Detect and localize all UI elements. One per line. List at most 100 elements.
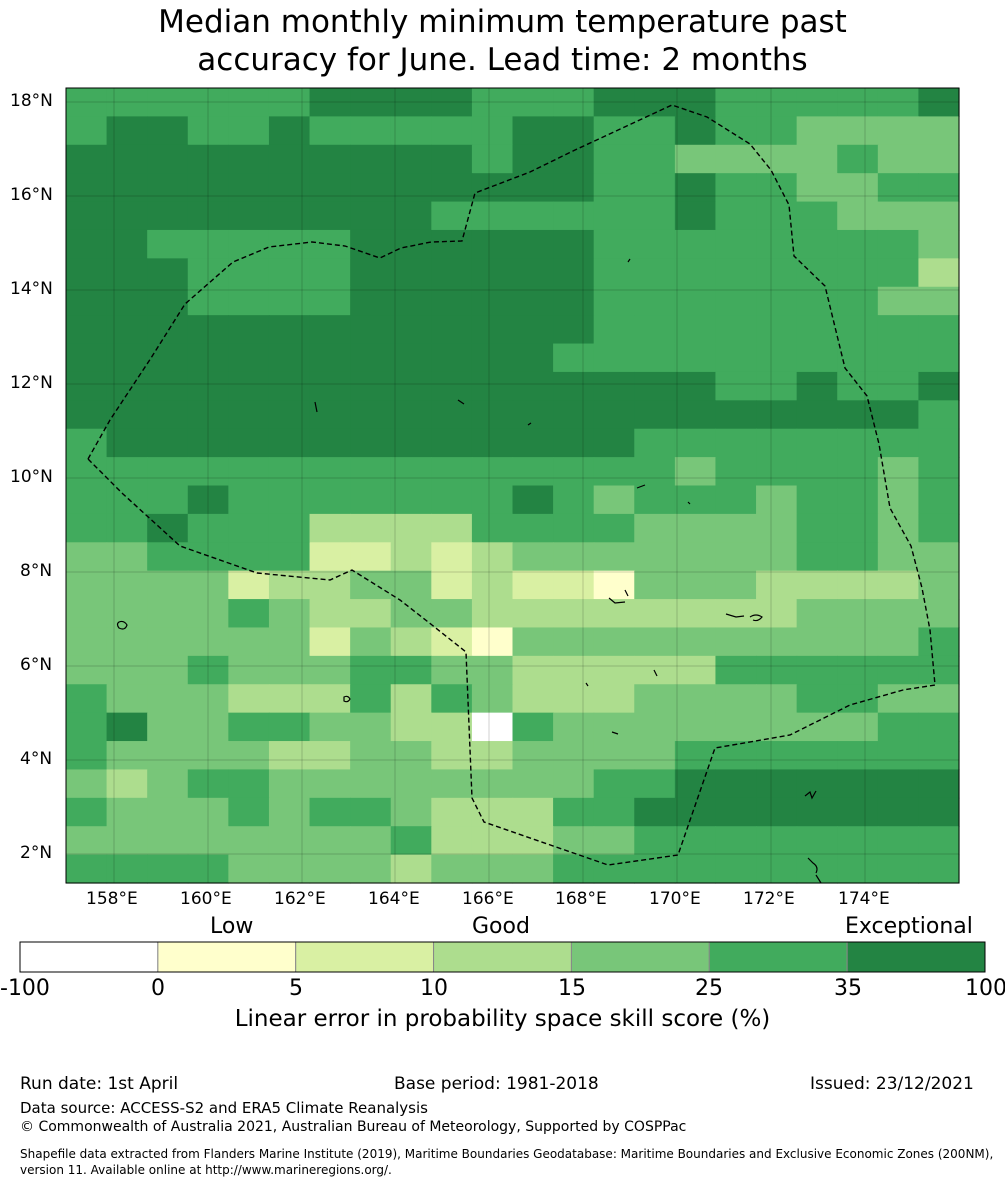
grid-cell xyxy=(634,173,676,203)
grid-cell xyxy=(106,513,148,543)
grid-cell xyxy=(350,343,392,373)
grid-cell xyxy=(106,201,148,231)
grid-cell xyxy=(796,826,838,856)
grid-cell xyxy=(593,400,635,430)
grid-cell xyxy=(390,428,432,458)
grid-cell xyxy=(756,400,798,430)
grid-cell xyxy=(228,258,270,288)
grid-cell xyxy=(147,599,189,629)
grid-cell xyxy=(471,88,514,117)
grid-cell xyxy=(877,400,920,430)
grid-cell xyxy=(471,627,514,657)
grid-cell xyxy=(634,627,676,657)
grid-cell xyxy=(66,513,108,543)
grid-cell xyxy=(918,371,960,401)
legend-tick-neg100: -100 xyxy=(0,976,50,1001)
skill-grid xyxy=(66,88,960,884)
grid-cell xyxy=(187,655,229,685)
grid-cell xyxy=(837,88,879,117)
grid-cell xyxy=(268,513,311,543)
grid-cell xyxy=(431,741,473,771)
grid-cell xyxy=(796,144,838,174)
colorbar-bin xyxy=(846,941,986,973)
grid-cell xyxy=(674,201,717,231)
grid-cell xyxy=(756,258,798,288)
grid-cell xyxy=(877,457,920,487)
grid-cell xyxy=(66,826,108,856)
grid-cell xyxy=(837,144,879,174)
grid-cell xyxy=(918,513,960,543)
colorbar-bin xyxy=(295,941,435,973)
grid-cell xyxy=(268,201,311,231)
grid-cell xyxy=(431,315,473,345)
grid-cell xyxy=(390,371,432,401)
grid-cell xyxy=(350,400,392,430)
grid-cell xyxy=(390,201,432,231)
grid-cell xyxy=(228,741,270,771)
grid-cell xyxy=(187,741,229,771)
grid-cell xyxy=(918,769,960,799)
grid-cell xyxy=(309,201,351,231)
grid-cell xyxy=(350,144,392,174)
grid-cell xyxy=(877,570,920,600)
grid-cell xyxy=(228,655,270,685)
grid-cell xyxy=(634,599,676,629)
grid-cell xyxy=(674,797,717,827)
lon-label-162e: 162°E xyxy=(274,889,326,909)
grid-cell xyxy=(877,627,920,657)
grid-cell xyxy=(147,201,189,231)
grid-cell xyxy=(471,116,514,146)
grid-cell xyxy=(918,542,960,572)
grid-cell xyxy=(228,428,270,458)
grid-cell xyxy=(147,485,189,515)
lat-label-2n: 2°N xyxy=(20,843,53,863)
grid-cell xyxy=(268,599,311,629)
grid-cell xyxy=(634,741,676,771)
grid-cell xyxy=(837,655,879,685)
grid-cell xyxy=(674,570,717,600)
base-period: Base period: 1981-2018 xyxy=(394,1074,599,1094)
grid-cell xyxy=(674,88,717,117)
colorbar xyxy=(19,941,986,973)
grid-cell xyxy=(228,599,270,629)
grid-cell xyxy=(350,116,392,146)
grid-cell xyxy=(512,655,554,685)
grid-cell xyxy=(837,229,879,259)
grid-cell xyxy=(674,769,717,799)
grid-cell xyxy=(66,769,108,799)
grid-cell xyxy=(268,684,311,714)
grid-cell xyxy=(309,116,351,146)
grid-cell xyxy=(918,570,960,600)
grid-cell xyxy=(756,343,798,373)
island-outlines xyxy=(116,258,822,884)
legend-tick-25: 25 xyxy=(695,976,723,1001)
grid-cell xyxy=(593,201,635,231)
grid-cell xyxy=(66,485,108,515)
grid-cell xyxy=(66,371,108,401)
grid-cell xyxy=(431,826,473,856)
grid-cell xyxy=(66,400,108,430)
grid-cell xyxy=(796,513,838,543)
grid-cell xyxy=(147,712,189,742)
grid-cell xyxy=(471,201,514,231)
grid-cell xyxy=(512,513,554,543)
eez-boundary xyxy=(87,104,936,866)
lon-label-168e: 168°E xyxy=(555,889,607,909)
grid-cell xyxy=(634,457,676,487)
grid-cell xyxy=(187,88,229,117)
grid-cell xyxy=(187,684,229,714)
grid-cell xyxy=(715,88,757,117)
grid-cell xyxy=(715,229,757,259)
grid-cell xyxy=(431,513,473,543)
grid-cell xyxy=(918,88,960,117)
grid-cell xyxy=(390,485,432,515)
grid-cell xyxy=(106,88,148,117)
lon-label-172e: 172°E xyxy=(743,889,795,909)
grid-cell xyxy=(877,315,920,345)
grid-cell xyxy=(431,570,473,600)
grid-cell xyxy=(147,144,189,174)
grid-cell xyxy=(309,570,351,600)
grid-cell xyxy=(756,627,798,657)
grid-cell xyxy=(350,769,392,799)
grid-cell xyxy=(674,457,717,487)
